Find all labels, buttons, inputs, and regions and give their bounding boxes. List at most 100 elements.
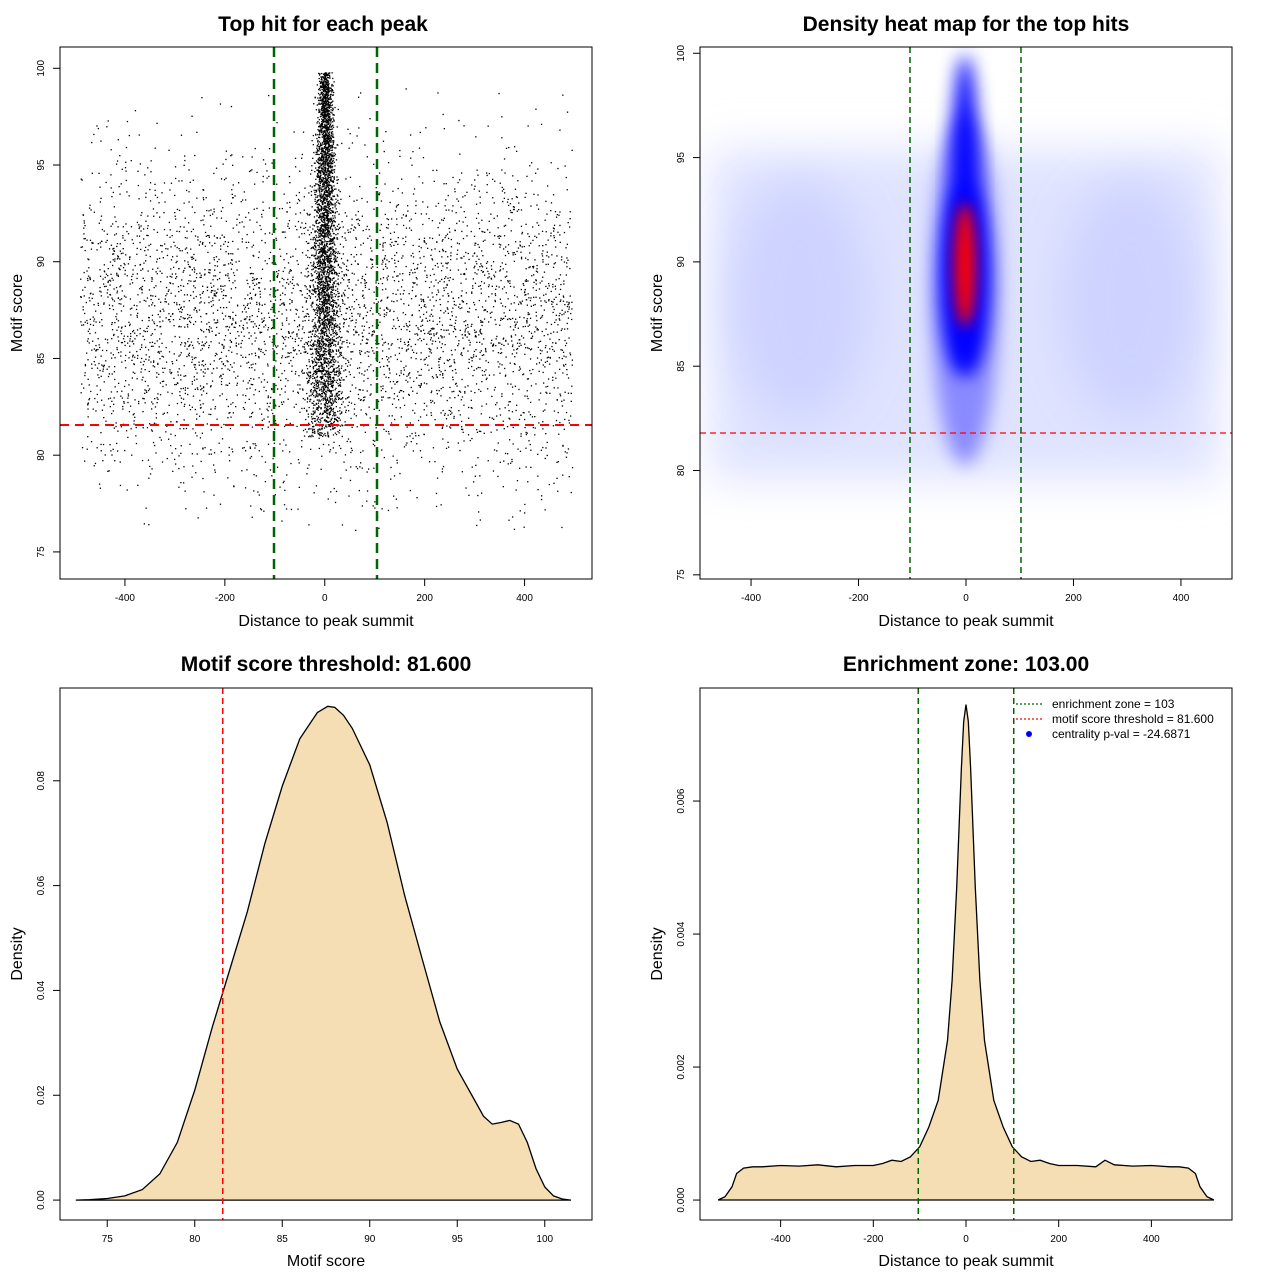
scatter-point [480,319,482,322]
scatter-point [232,253,234,255]
scatter-point [251,298,253,300]
scatter-point [401,178,403,180]
scatter-point [256,303,258,306]
scatter-point [330,87,332,89]
scatter-point [335,289,337,292]
scatter-point [214,322,216,324]
scatter-point [399,407,401,409]
scatter-point [122,248,124,250]
scatter-point [550,210,552,212]
scatter-point [162,367,164,369]
scatter-point [102,370,104,372]
scatter-point [228,412,230,414]
scatter-point [162,308,164,310]
scatter-point [270,300,272,302]
scatter-point [227,273,229,275]
scatter-point [141,285,144,288]
scatter-point [516,348,518,351]
scatter-point [344,237,346,239]
scatter-point [425,306,427,308]
scatter-point [138,402,140,405]
scatter-point [477,316,479,318]
scatter-point [566,266,568,268]
scatter-point [502,486,504,488]
scatter-point [327,175,329,177]
scatter-point [485,369,487,371]
scatter-point [330,407,332,410]
scatter-point [258,377,260,379]
scatter-point [114,258,116,260]
scatter-point [154,406,157,408]
scatter-point [279,443,281,445]
scatter-point [160,301,162,303]
scatter-point [142,277,144,279]
scatter-point [288,355,290,358]
scatter-point [347,438,350,440]
scatter-point [106,126,108,128]
scatter-point [252,411,254,414]
scatter-point [323,410,325,412]
scatter-point [388,415,390,417]
scatter-point [85,301,87,304]
scatter-point [180,289,182,291]
scatter-point [168,149,170,151]
scatter-point [329,352,331,354]
scatter-point [244,298,246,300]
scatter-point [361,505,363,507]
scatter-point [553,331,555,333]
scatter-point [525,466,527,468]
scatter-point [492,343,495,345]
scatter-point [444,205,446,207]
scatter-point [189,181,191,183]
scatter-point [216,367,218,369]
scatter-point [335,452,337,454]
scatter-point [188,266,191,268]
scatter-point [446,283,448,286]
scatter-point [150,298,152,301]
scatter-point [493,449,496,451]
scatter-point [420,340,423,342]
scatter-point [192,395,195,397]
scatter-point [196,372,198,374]
scatter-point [306,313,308,315]
scatter-point [344,212,346,214]
scatter-point [420,330,422,332]
scatter-point [292,255,294,257]
scatter-point [303,372,305,374]
scatter-point [343,263,345,265]
scatter-point [453,390,455,393]
scatter-point [451,210,453,212]
scatter-point [552,194,555,196]
scatter-point [334,361,336,363]
scatter-point [143,238,145,240]
scatter-point [105,285,107,287]
scatter-point [121,341,124,344]
scatter-point [114,322,116,324]
scatter-point [105,181,107,184]
scatter-point [113,300,116,302]
scatter-point [340,314,343,316]
scatter-point [117,275,119,277]
scatter-point [250,335,252,337]
scatter-point [359,306,361,309]
scatter-point [278,405,280,408]
scatter-point [110,352,112,354]
scatter-point [455,372,457,374]
scatter-point [124,344,126,347]
scatter-point [213,494,215,496]
scatter-point [295,213,297,215]
scatter-point [267,327,270,329]
scatter-point [246,279,248,281]
scatter-point [293,284,295,287]
scatter-point [89,332,91,335]
scatter-point [232,311,234,313]
scatter-point [150,361,152,363]
scatter-point [408,227,411,229]
scatter-point [380,223,382,226]
scatter-point [440,270,443,272]
scatter-point [412,256,415,258]
scatter-point [363,329,365,331]
scatter-point [514,324,516,326]
scatter-point [89,276,91,279]
scatter-point [148,359,150,361]
